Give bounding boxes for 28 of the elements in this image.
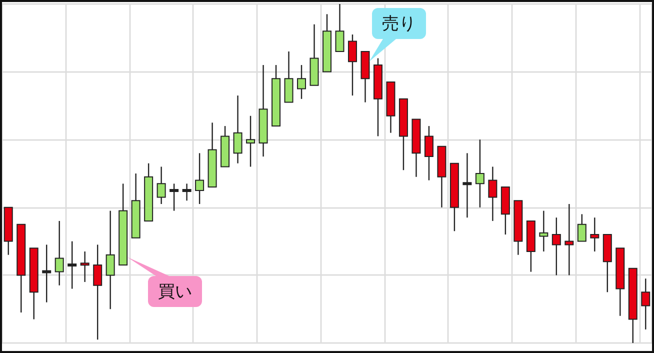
candlestick: [54, 220, 64, 286]
candlestick: [246, 115, 256, 168]
candlestick: [641, 278, 650, 330]
candlestick: [233, 94, 242, 164]
candlestick: [539, 210, 548, 252]
candlestick: [424, 125, 434, 181]
candlestick: [297, 64, 306, 100]
candlestick: [564, 203, 574, 276]
candlestick: [93, 244, 102, 340]
candlestick: [106, 210, 115, 310]
candlestick: [284, 50, 294, 103]
candlestick: [475, 139, 484, 208]
candlestick: [590, 216, 600, 252]
candlestick: [156, 166, 166, 205]
candlestick: [195, 152, 204, 205]
candlestick: [577, 214, 586, 242]
annotation: 買い: [148, 276, 202, 307]
candlestick: [80, 250, 90, 283]
annotation: 売り: [372, 8, 426, 39]
candlestick: [335, 3, 344, 52]
candlestick: [42, 244, 52, 303]
candlestick: [462, 152, 472, 218]
candlestick: [488, 166, 498, 222]
candlestick: [348, 34, 357, 96]
candlestick: [182, 183, 192, 202]
candlestick: [170, 183, 179, 212]
candlestick: [68, 240, 77, 290]
candlestick: [552, 216, 561, 276]
